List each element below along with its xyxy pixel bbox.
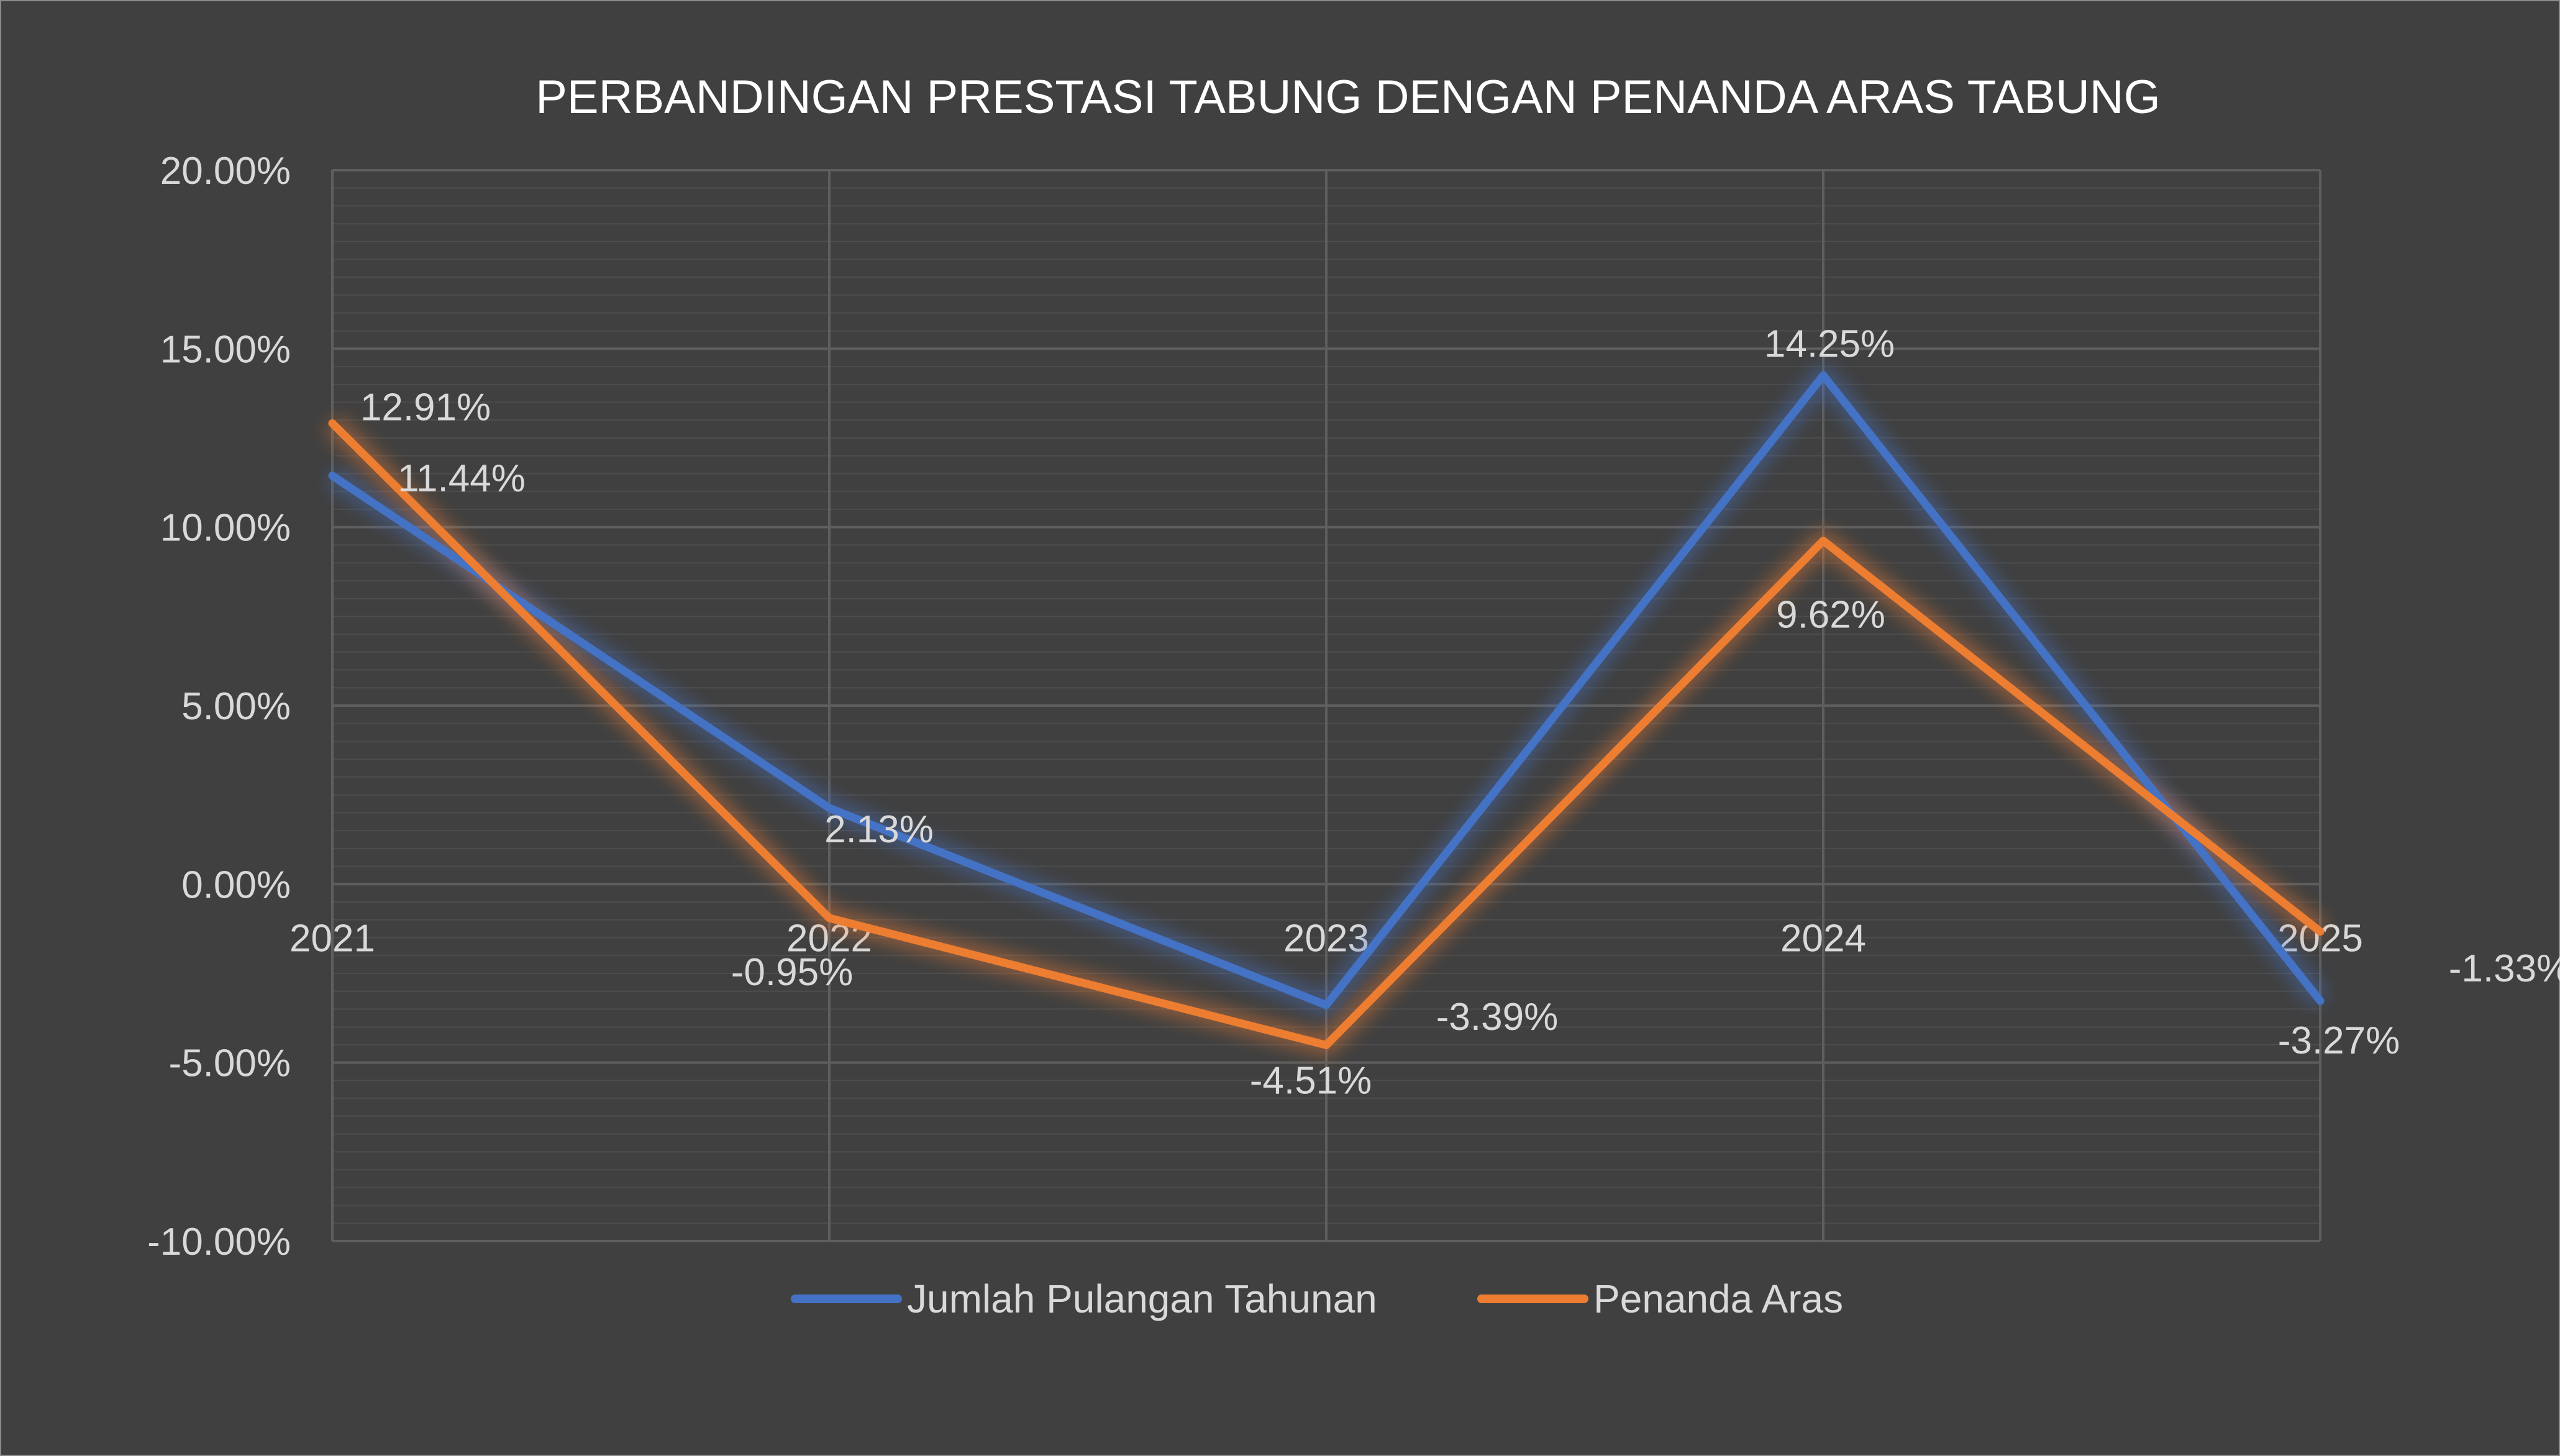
legend: Jumlah Pulangan Tahunan Penanda Aras <box>791 1276 1843 1321</box>
data-point <box>2320 1000 2321 1002</box>
data-point <box>1326 1004 1327 1006</box>
data-point <box>1823 375 1824 376</box>
data-point <box>1326 1044 1327 1046</box>
data-point <box>829 917 830 919</box>
data-point <box>332 475 333 476</box>
data-point <box>829 807 830 809</box>
data-point <box>2320 930 2321 932</box>
data-point <box>332 422 333 424</box>
data-label: 11.44% <box>398 457 526 500</box>
legend-label: Jumlah Pulangan Tahunan <box>907 1276 1377 1321</box>
y-tick-label: 5.00% <box>181 685 291 728</box>
data-point <box>1823 540 1824 542</box>
data-label: -3.27% <box>2278 1019 2400 1062</box>
y-tick-label: 15.00% <box>160 328 291 371</box>
data-label: 9.62% <box>1776 594 1885 637</box>
series-layer <box>325 365 2329 1056</box>
data-label: -0.95% <box>731 951 853 994</box>
y-tick-label: 10.00% <box>160 507 291 550</box>
y-tick-label: -10.00% <box>147 1221 291 1263</box>
data-labels: 11.44% 2.13% -3.39% 14.25% -3.27% 12.91% -0.95… <box>360 322 2560 1102</box>
x-axis: 2021 2022 2023 2024 2025 <box>289 917 2363 960</box>
y-tick-label: 0.00% <box>181 863 291 906</box>
y-tick-label: -5.00% <box>169 1042 291 1085</box>
data-label: -4.51% <box>1250 1060 1372 1103</box>
data-label: -3.39% <box>1436 996 1558 1039</box>
y-tick-label: 20.00% <box>160 150 291 193</box>
data-label: 12.91% <box>360 386 491 429</box>
data-label: 14.25% <box>1764 322 1895 365</box>
legend-item-1: Penanda Aras <box>1477 1276 1843 1321</box>
x-tick-label: 2021 <box>289 917 375 960</box>
chart-title: PERBANDINGAN PRESTASI TABUNG DENGAN PENA… <box>535 71 2161 124</box>
y-axis: 20.00% 15.00% 10.00% 5.00% 0.00% -5.00% -10.00… <box>147 150 291 1263</box>
x-tick-label: 2024 <box>1780 917 1866 960</box>
legend-item-0: Jumlah Pulangan Tahunan <box>791 1276 1377 1321</box>
legend-label: Penanda Aras <box>1593 1276 1843 1321</box>
data-label: -1.33% <box>2449 947 2560 990</box>
data-label: 2.13% <box>824 808 934 851</box>
